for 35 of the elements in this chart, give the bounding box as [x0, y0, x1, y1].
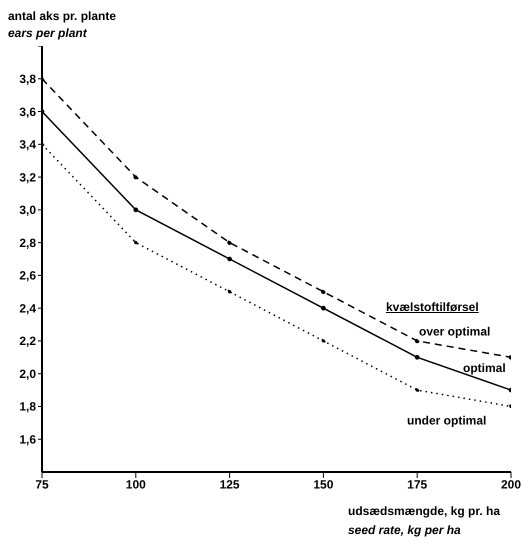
series-label: over optimal	[419, 324, 490, 338]
x-tick-label: 100	[126, 478, 146, 492]
y-tick-label: 1,6	[19, 432, 36, 446]
x-tick-label: 75	[35, 478, 49, 492]
point	[227, 289, 232, 294]
x-tick-label: 125	[220, 478, 240, 492]
y-axis-title: antal aks pr. plante ears per plant	[8, 8, 116, 42]
y-tick-label: 2,2	[19, 334, 36, 348]
point	[133, 207, 138, 212]
y-tick-label: 3,8	[19, 72, 36, 86]
y-tick-label: 2,4	[19, 301, 36, 316]
x-axis-title: udsædsmængde, kg pr. ha seed rate, kg per ha	[348, 503, 500, 539]
x-tick-label: 175	[407, 478, 428, 492]
x-tick-label: 150	[313, 478, 334, 492]
y-tick-label: 3,0	[19, 203, 36, 218]
y-tick-label: 2,0	[19, 366, 36, 381]
series-label: under optimal	[407, 413, 486, 428]
point	[321, 338, 326, 344]
y-tick-label: 3,4	[19, 138, 36, 152]
y-tick-label: 3,2	[19, 170, 36, 184]
series-label: optimal	[463, 361, 506, 376]
point	[227, 256, 232, 262]
point	[133, 174, 138, 180]
y-tick-label: 3,6	[19, 104, 36, 119]
point	[321, 306, 326, 311]
y-tick-label: 2,8	[19, 236, 36, 250]
point	[133, 240, 138, 245]
y-tick-label: 1,8	[19, 400, 36, 414]
point	[227, 240, 232, 245]
point	[414, 338, 420, 344]
legend-title: kvælstoftilførsel	[386, 300, 479, 314]
y-tick-label: 2,6	[19, 268, 36, 283]
x-tick-label: 200	[500, 478, 522, 492]
point	[321, 289, 326, 294]
point	[414, 354, 420, 360]
